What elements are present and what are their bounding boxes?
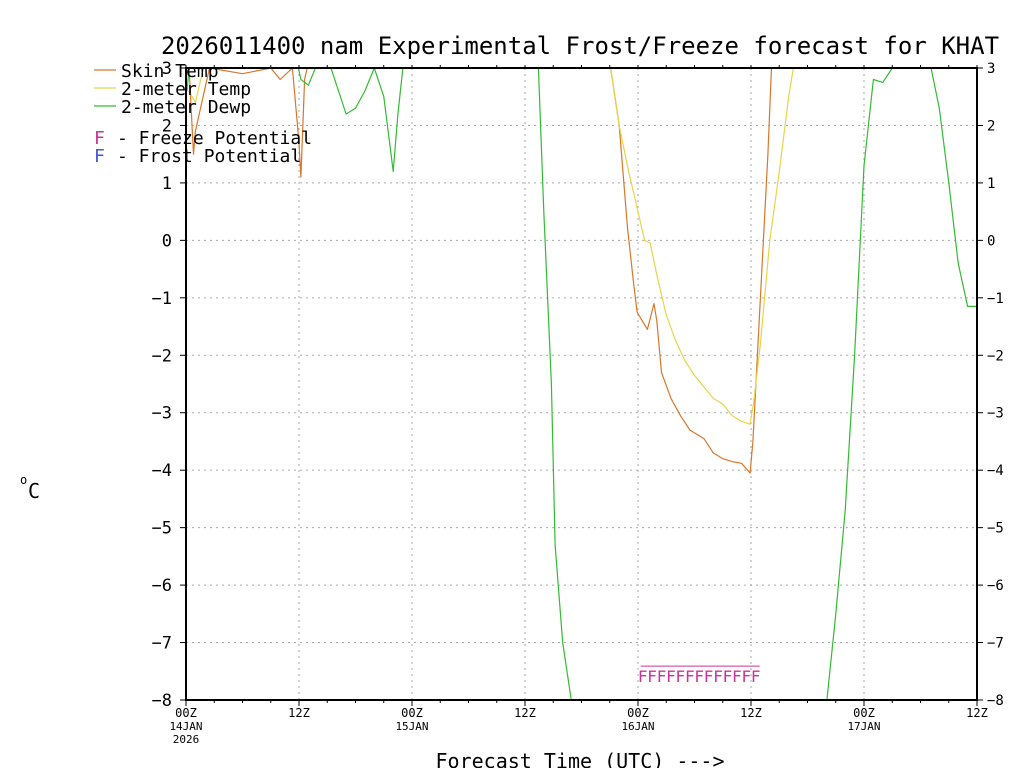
y-tick-label-left: 0 [162,231,172,251]
freeze-marker: F [713,667,723,686]
freeze-marker: F [741,667,751,686]
y-tick-label-left: −3 [152,404,172,424]
y-tick-label-right: −5 [987,521,1004,537]
legend-note-text: - Frost Potential [117,146,301,167]
x-tick-label: 00Z [627,706,649,720]
legend-label: 2-meter Temp [121,79,251,100]
y-axis-left: 3 2 1 0 −1 −2 −3 −4 −5 −6 −7 −8 [152,59,186,711]
x-tick-label: 12Z [514,706,536,720]
y-axis-label: o C [20,473,40,503]
legend-note-symbol: F [94,146,105,167]
y-tick-label-left: −7 [152,634,172,654]
series-line-2-meter-temp [188,68,794,425]
y-tick-label-right: −8 [987,693,1004,709]
y-tick-label-right: −2 [987,348,1004,364]
legend-note-symbol: F [94,128,105,149]
y-tick-label-right: −4 [987,463,1004,479]
x-tick-label: 12Z [966,706,988,720]
y-tick-label-left: −4 [152,461,172,481]
series-line-2-meter-dewp [186,68,977,700]
series-layer [186,68,977,700]
x-tick-year: 2026 [173,733,200,746]
chart-title: 2026011400 nam Experimental Frost/Freeze… [161,32,999,60]
freeze-marker: F [647,667,657,686]
y-tick-label-right: 1 [987,176,995,192]
y-tick-label-right: −7 [987,636,1004,652]
series-line-skin-temp [188,68,773,474]
y-tick-label-left: −2 [152,346,172,366]
freeze-marker: F [723,667,733,686]
y-tick-label-right: −1 [987,291,1004,307]
freeze-marker: F [694,667,704,686]
x-tick-label: 00Z [175,706,197,720]
freeze-marker: F [732,667,742,686]
freeze-marker: F [704,667,714,686]
freeze-marker: F [666,667,676,686]
plot-frame [185,67,978,701]
y-tick-label-right: 2 [987,118,995,134]
y-tick-label-right: 3 [987,61,995,77]
x-tick-label: 12Z [740,706,762,720]
freeze-marker: F [751,667,761,686]
y-tick-label-right: −3 [987,406,1004,422]
freeze-marker: F [685,667,695,686]
freeze-marker: F [657,667,667,686]
y-tick-label-left: −8 [152,691,172,711]
x-tick-label: 00Z [853,706,875,720]
y-axis-label-unit: C [28,479,40,503]
y-tick-label-right: 0 [987,233,995,249]
x-tick-date: 16JAN [621,720,654,733]
y-tick-label-right: −6 [987,578,1004,594]
x-axis-label: Forecast Time (UTC) ---> [436,749,725,768]
legend-label: Skin Temp [121,61,219,82]
y-tick-label-left: 2 [162,116,172,136]
y-tick-label-left: −5 [152,519,172,539]
y-axis-right: 3 2 1 0 −1 −2 −3 −4 −5 −6 −7 −8 [977,61,1004,709]
grid [186,68,977,700]
x-tick-label: 00Z [401,706,423,720]
y-axis-label-super: o [20,473,27,487]
y-tick-label-left: 3 [162,59,172,79]
freeze-marker: F [676,667,686,686]
x-tick-date: 17JAN [847,720,880,733]
legend-note-text: - Freeze Potential [117,128,312,149]
y-tick-label-left: −6 [152,576,172,596]
y-tick-label-left: −1 [152,289,172,309]
x-tick-date: 15JAN [395,720,428,733]
x-tick-label: 12Z [288,706,310,720]
y-tick-label-left: 1 [162,174,172,194]
freeze-marker: F [638,667,648,686]
legend-label: 2-meter Dewp [121,97,251,118]
x-tick-date: 14JAN [169,720,202,733]
